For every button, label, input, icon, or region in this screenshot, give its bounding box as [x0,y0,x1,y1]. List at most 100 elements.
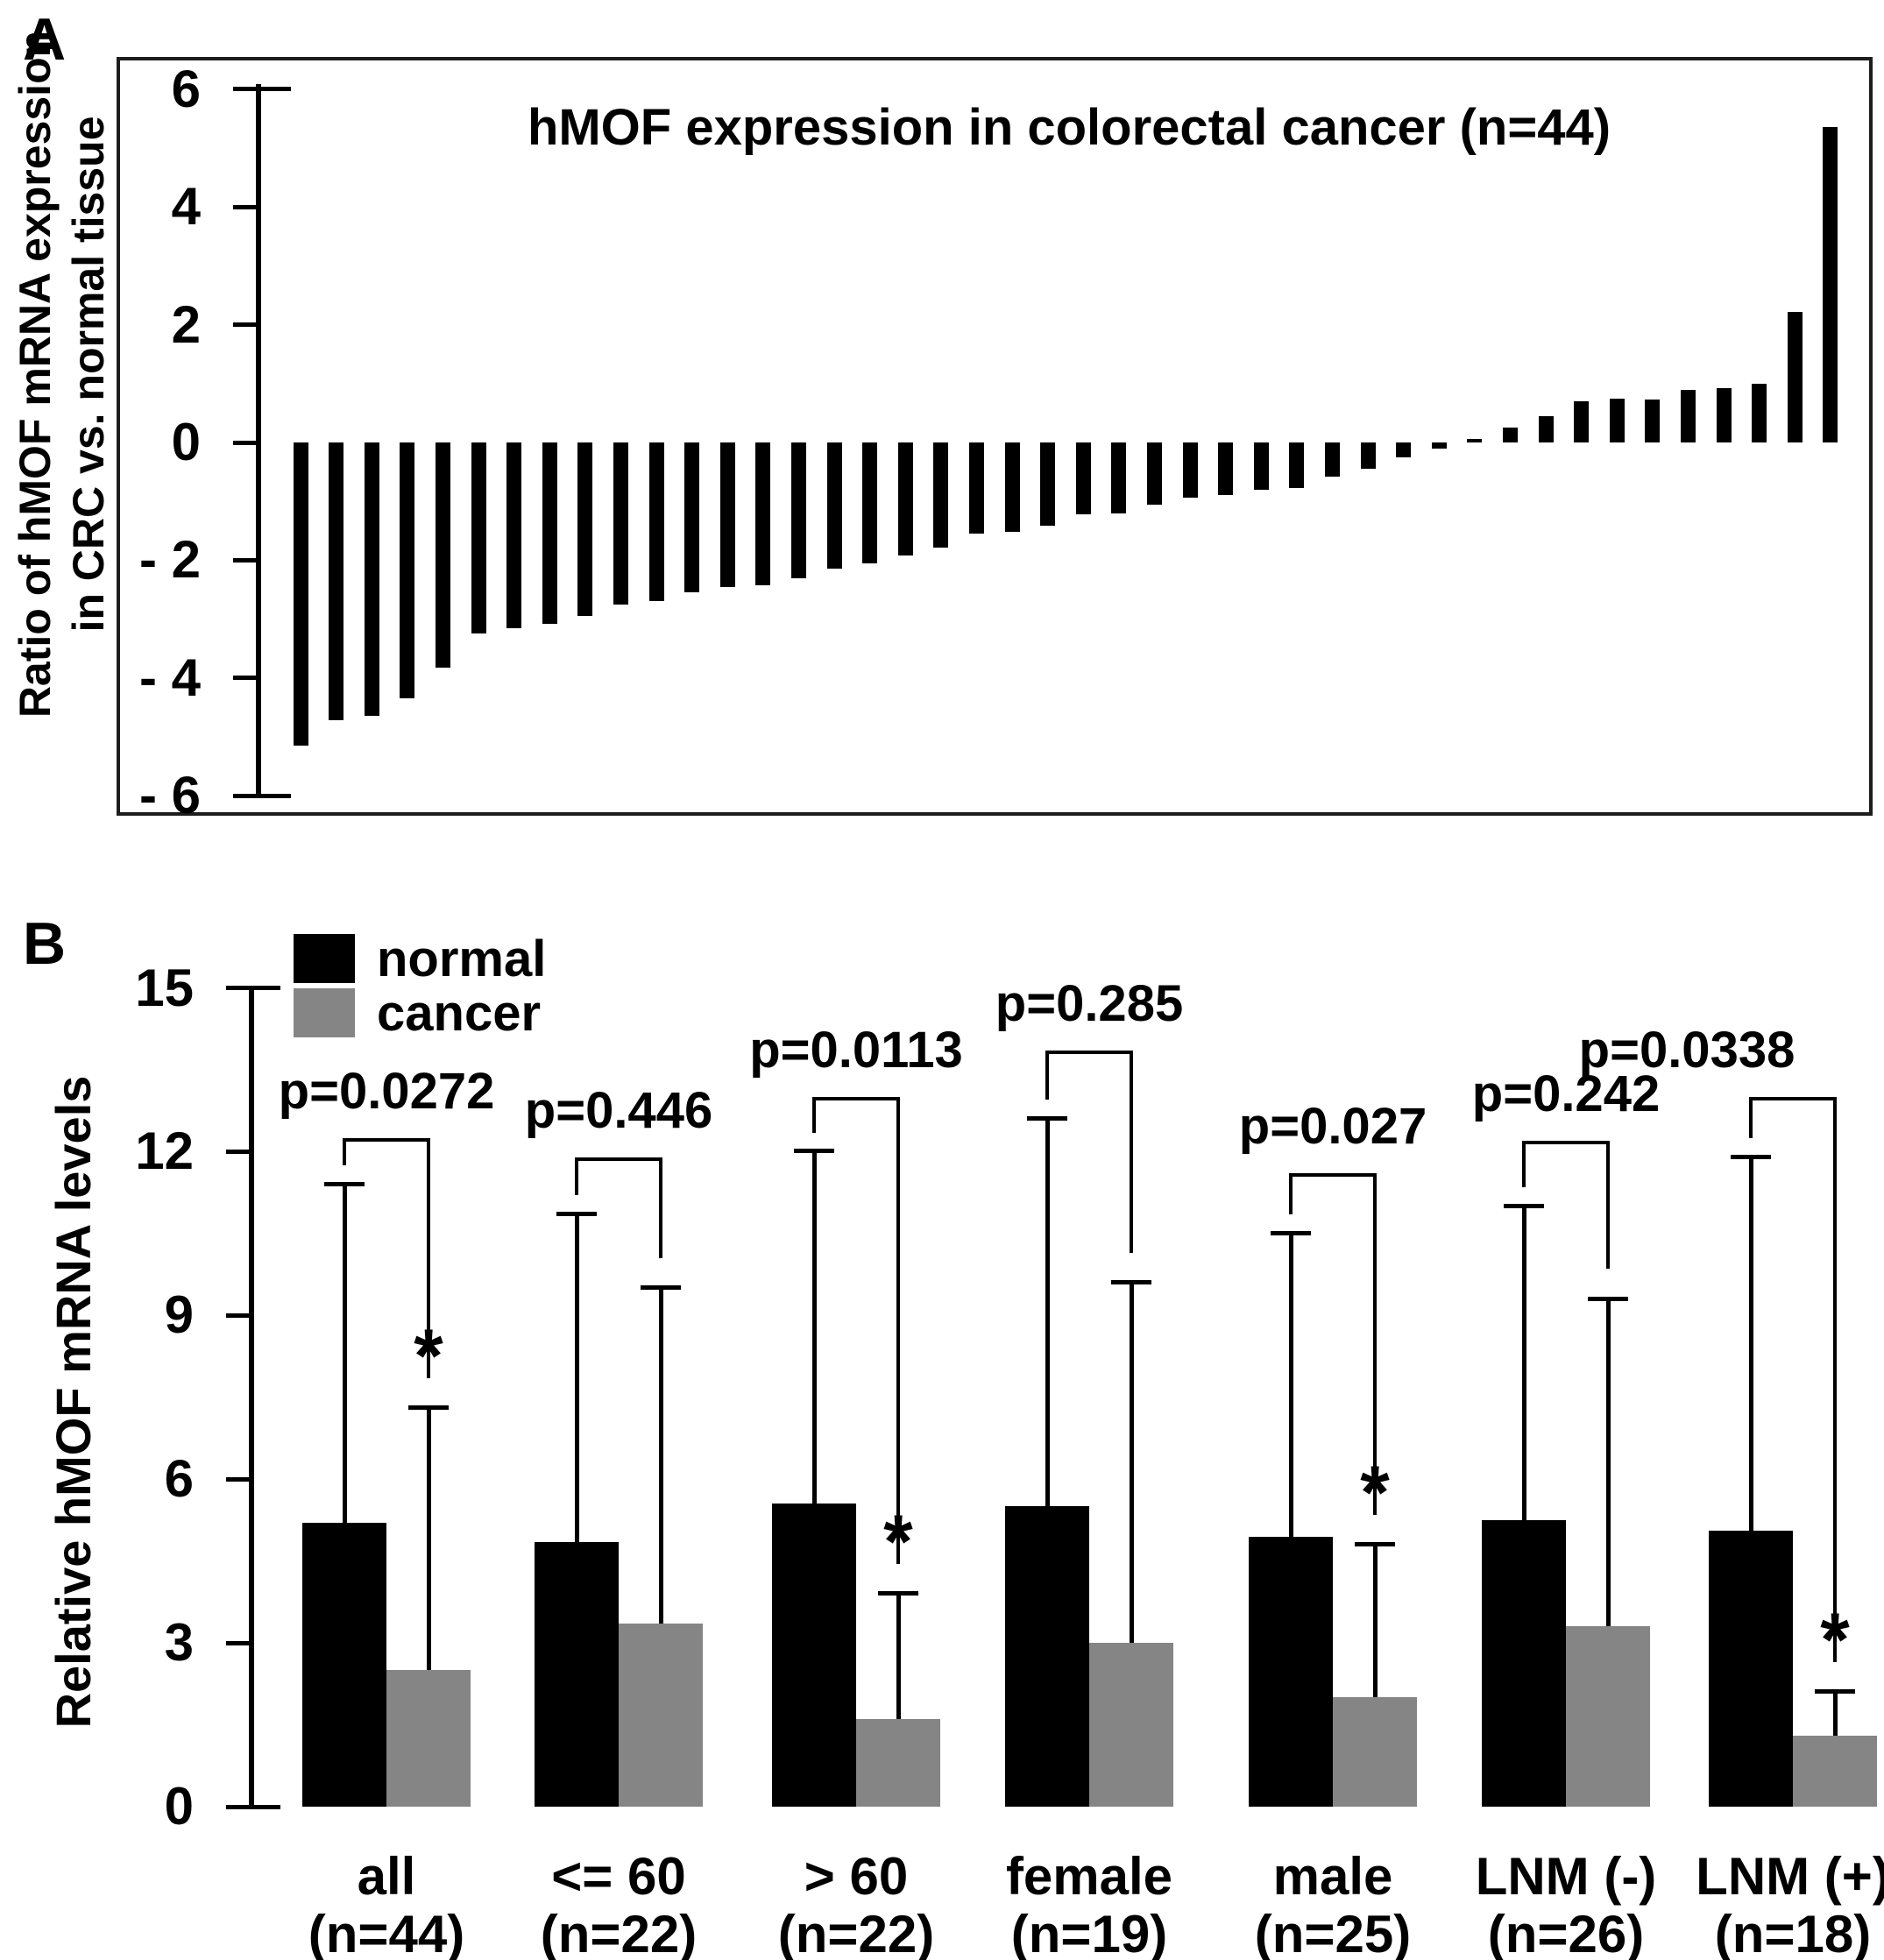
panel-b-error-cap-cancer [641,1285,681,1291]
panel-b-p-value-label: p=0.242 [1471,1065,1661,1122]
panel-a-y-tick-label: - 6 [138,766,201,825]
panel-b-bracket-left-arm [1289,1173,1293,1215]
panel-a-bar [862,442,878,563]
panel-a-y-tick [233,557,256,563]
panel-a-y-tick-label: - 2 [138,530,201,590]
panel-a-y-axis-line [256,84,261,798]
panel-a-bar [1467,438,1483,442]
panel-b-y-tick [226,1149,249,1154]
panel-b-bracket-left-arm [1045,1051,1049,1100]
panel-b-bracket-right-arm [1373,1173,1377,1515]
panel-a-y-tick-label: 4 [171,177,201,237]
panel-b-bracket-right-arm [896,1097,900,1564]
panel-b-p-value-label: p=0.0338 [1578,1022,1795,1079]
panel-b-error-line-normal [1748,1157,1753,1532]
panel-b-letter: B [23,910,67,977]
panel-b-y-tick [226,986,249,990]
panel-b-error-cap-normal [1731,1154,1771,1159]
panel-b-x-label-n: (n=22) [540,1905,698,1960]
panel-b-x-label-n: (n=26) [1487,1905,1645,1960]
panel-a-bar [471,442,486,634]
panel-b-error-cap-normal [794,1149,834,1154]
panel-b-error-line-cancer [896,1594,901,1720]
panel-b-x-label: all [357,1847,416,1906]
panel-b-error-cap-cancer [1355,1541,1395,1546]
panel-b-y-tick-label: 0 [164,1777,194,1836]
panel-b-bar-cancer [856,1719,940,1807]
panel-b-bar-normal [535,1541,619,1807]
panel-a-bar [1324,442,1340,477]
panel-b-p-value-label: p=0.0113 [749,1022,963,1079]
legend-label-normal: normal [377,930,547,987]
panel-b-x-label: LNM (-) [1475,1847,1657,1906]
panel-a-letter: A [23,6,67,73]
panel-a-bar [293,442,308,746]
panel-b-error-line-normal [811,1151,817,1504]
panel-b-y-tick-label: 15 [135,958,194,1017]
panel-a-bar [1182,442,1198,499]
panel-a-bar [1111,442,1127,513]
panel-a-bar [1538,416,1554,442]
panel-a-bar [1502,428,1518,442]
panel-a-axis-foot [256,793,291,798]
panel-b-bar-normal [1249,1536,1333,1807]
panel-b-bracket-left-arm [1522,1140,1526,1187]
panel-b-error-cap-cancer [1111,1279,1151,1284]
legend-swatch-cancer [294,988,355,1037]
panel-a-bar [1040,442,1056,527]
panel-b-bar-normal [1005,1506,1089,1807]
panel-b-y-tick [226,1313,249,1318]
panel-b-x-label-n: (n=18) [1714,1905,1872,1960]
panel-b-error-cap-cancer [1815,1689,1855,1695]
panel-b-error-line-cancer [1372,1544,1378,1698]
panel-b-bracket-top [344,1137,429,1142]
panel-a-bar [435,442,450,668]
panel-a-bar [719,442,735,587]
panel-b-bracket-left-arm [575,1157,578,1196]
panel-a-bar [1645,399,1661,442]
panel-b-x-label: LNM (+) [1696,1847,1884,1906]
panel-b-error-line-cancer [426,1408,431,1671]
panel-a-bar [364,442,379,717]
panel-a-y-tick-label: 0 [171,413,201,471]
panel-b-bracket-right-arm [659,1157,662,1258]
panel-b-x-label-n: (n=25) [1254,1905,1412,1960]
panel-a-bar [1075,442,1091,514]
panel-b-error-line-normal [1288,1233,1293,1537]
panel-a-bar [1787,311,1803,442]
panel-b-bracket-right-arm [1606,1140,1610,1270]
panel-b-p-value-label: p=0.0272 [278,1062,495,1120]
panel-a-axis-foot [256,87,291,92]
panel-b-error-cap-cancer [878,1591,918,1596]
panel-a-bar [897,442,913,556]
panel-a-bar [1253,442,1269,490]
panel-b-significance-asterisk: * [1820,1598,1850,1683]
panel-a-bar [400,442,415,699]
panel-a-bar [1609,398,1625,442]
panel-b-error-line-cancer [1605,1298,1611,1627]
panel-b-p-value-label: p=0.027 [1238,1098,1427,1156]
panel-b-error-cap-normal [556,1212,597,1217]
panel-b-bracket-top [1047,1051,1131,1055]
panel-b-error-cap-cancer [1588,1296,1628,1301]
panel-b-bracket-right-arm [427,1137,430,1378]
panel-b-y-tick-label: 9 [164,1285,194,1345]
panel-a-bar [1823,127,1838,442]
panel-b-error-line-cancer [1832,1692,1838,1736]
panel-b-axis-foot [249,986,280,990]
panel-b-x-label-n: (n=19) [1010,1905,1168,1960]
panel-a-bar [542,442,557,624]
panel-a-y-tick [233,204,256,209]
panel-a-bar [577,442,593,617]
panel-a-bar [968,442,984,534]
panel-a-bar [1716,388,1732,442]
panel-b-y-tick [226,1804,249,1809]
legend-label-cancer: cancer [377,985,542,1042]
panel-a-bar [613,442,628,605]
panel-b-y-tick [226,1476,249,1482]
panel-b-bar-cancer [1793,1736,1877,1807]
panel-b-error-line-cancer [1129,1282,1134,1644]
legend-swatch-normal [294,934,355,983]
panel-b-bracket-top [577,1157,661,1161]
